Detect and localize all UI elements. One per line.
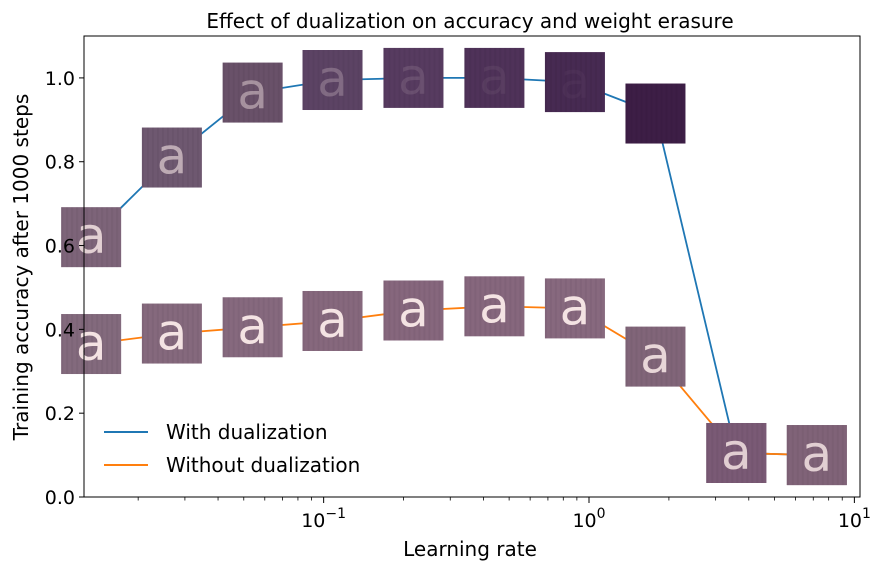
thumbnail-letter: a: [76, 314, 107, 372]
thumbnail-letter: a: [237, 63, 268, 121]
series-line-without-dualization: [90, 305, 817, 456]
thumbnail-letter: a: [157, 128, 188, 186]
y-axis-label: Training accuracy after 1000 steps: [9, 94, 33, 441]
x-axis: 10−1 100 101: [137, 497, 871, 532]
chart-title: Effect of dualization on accuracy and we…: [206, 9, 733, 33]
y-tick-label: 0.2: [45, 403, 75, 425]
x-axis-label: Learning rate: [403, 537, 537, 561]
plot-frame: [83, 35, 861, 498]
thumbnail-with-dualization: a: [61, 207, 122, 268]
series-layer: [90, 77, 817, 456]
thumbnail-with-dualization: a: [544, 52, 605, 113]
thumbnail-letter: a: [721, 423, 752, 481]
thumbnail-with-dualization: a: [302, 50, 363, 111]
x-tick-exponent: 1: [862, 506, 871, 522]
thumbnail-letter: a: [560, 52, 591, 110]
y-axis: 0.0 0.2 0.4 0.6 0.8 1.0: [45, 68, 84, 509]
thumbnail-with-dualization: a: [222, 63, 283, 123]
thumbnail-without-dualization: a: [544, 278, 605, 339]
legend-label: With dualization: [166, 420, 328, 444]
thumbnail-letter: a: [479, 48, 510, 106]
thumbnail-without-dualization: a: [141, 303, 202, 364]
x-tick-label: 101: [838, 506, 871, 532]
x-tick-exponent: 0: [597, 506, 606, 522]
thumbnail-letter: a: [317, 291, 348, 349]
thumbnail-letter: a: [560, 278, 591, 336]
thumbnail-without-dualization: a: [464, 276, 525, 337]
thumbnail-letter: a: [157, 304, 188, 362]
x-tick-base: 10: [838, 510, 862, 532]
x-tick-label: 100: [572, 506, 605, 532]
x-tick-label: 10−1: [301, 506, 346, 532]
y-tick-label: 0.8: [45, 152, 75, 174]
thumbnail-without-dualization: a: [625, 326, 686, 387]
thumbnail-letter: a: [640, 327, 671, 385]
y-tick-label: 0.4: [45, 319, 75, 341]
series-line-with-dualization: [90, 77, 817, 456]
x-tick-exponent: −1: [325, 506, 346, 522]
thumbnail-with-dualization: [625, 83, 686, 144]
y-tick-label: 0.6: [45, 236, 75, 258]
thumbnail-without-dualization: a: [222, 297, 283, 358]
thumbnail-letter: a: [479, 276, 510, 334]
thumbnail-with-dualization: a: [706, 422, 767, 483]
legend-label: Without dualization: [166, 453, 360, 477]
thumbnail-with-dualization: a: [464, 48, 525, 108]
thumbnail-with-dualization: a: [383, 48, 444, 108]
thumbnail-letter: a: [76, 207, 107, 265]
legend: With dualization Without dualization: [104, 420, 360, 477]
thumbnail-layer: aaaaaaaaaaaaaaaaaaa: [61, 48, 847, 486]
thumbnail-without-dualization: a: [383, 280, 444, 341]
thumbnail-with-dualization: a: [141, 127, 202, 188]
thumbnail-letter: a: [398, 48, 429, 106]
y-tick-label: 0.0: [45, 487, 75, 509]
y-tick-label: 1.0: [45, 68, 75, 90]
thumbnail-letter: a: [802, 425, 833, 483]
thumbnail-without-dualization: a: [61, 314, 122, 375]
x-tick-base: 10: [572, 510, 596, 532]
thumbnail-letter: a: [317, 50, 348, 108]
thumbnail-with-dualization: a: [786, 425, 847, 486]
thumbnail-letter: a: [398, 281, 429, 339]
thumbnail-letter: a: [237, 297, 268, 355]
thumbnail-without-dualization: a: [302, 290, 363, 351]
x-tick-base: 10: [301, 510, 325, 532]
